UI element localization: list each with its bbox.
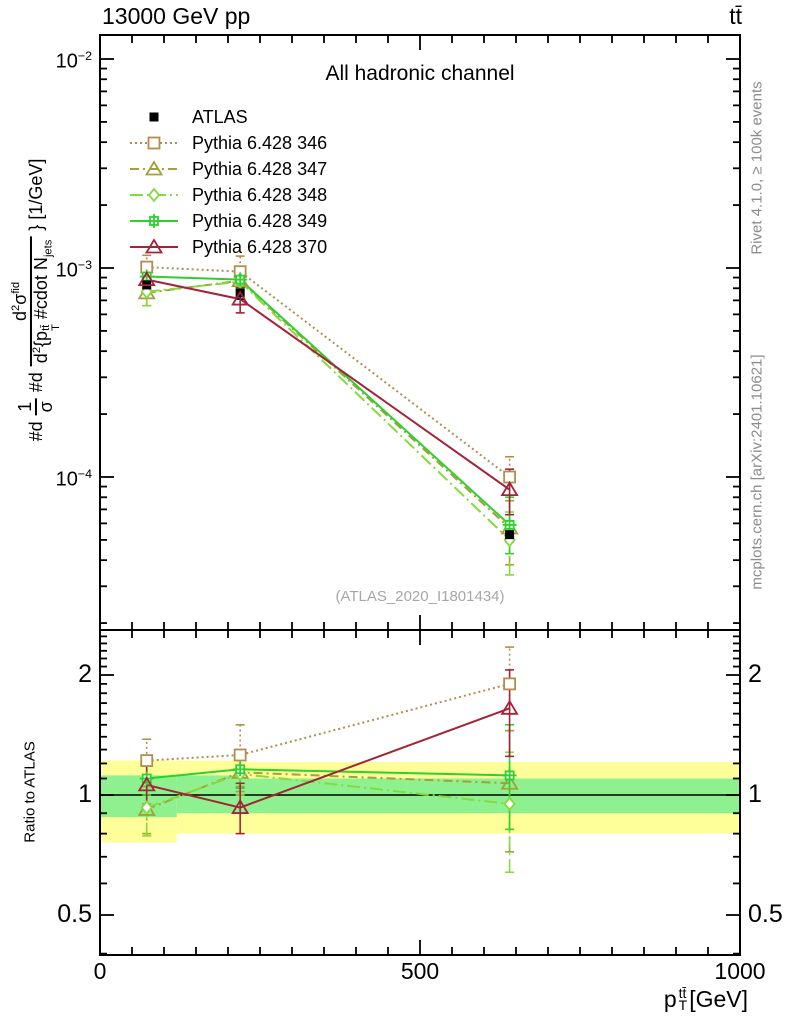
y-tick-label-main: 10−3 [55,258,92,282]
marker-triangle-open [231,290,250,306]
marker-square-filled [149,112,159,122]
series-line-main-py348 [146,280,511,541]
marker-square-open [233,748,247,762]
square-plus-icon [130,214,178,228]
legend-entry-py349: Pythia 6.428 349 [128,208,327,234]
generator-version-note: Rivet 4.1.0, ≥ 100k events [748,81,766,255]
ratio-tick-label-right: 0.5 [748,900,783,928]
ratio-axis-title: Ratio to ATLAS [21,741,39,843]
legend: ATLAS Pythia 6.428 346 Pythia 6.428 347 Pyt… [128,104,327,260]
legend-label: Pythia 6.428 349 [192,210,328,231]
square-open-icon [130,136,178,150]
main-y-axis-title: #d 1 σ #d d2σfid d2{p tt̄ T #cdot Njets } … [10,158,62,442]
legend-entry-atlas: ATLAS [128,104,327,130]
mcplots-reference-note: mcplots.cern.ch [arXiv:2401.10621] [748,354,766,590]
series-line-main-py370 [146,278,511,491]
marker-square-open [140,754,154,767]
legend-label: Pythia 6.428 370 [192,236,328,257]
ylabel-mid: #d [25,372,46,393]
square-filled-icon [149,112,159,122]
y-tick-label-main: 10−2 [55,49,92,73]
beam-title: 13000 GeV pp [102,3,251,29]
marker-triangle-open [144,238,164,254]
diamond-open-icon [130,187,178,203]
legend-entry-py347: Pythia 6.428 347 [128,156,327,182]
marker-triangle-open [137,776,156,792]
legend-entry-py370: Pythia 6.428 370 [128,234,327,260]
channel-note: All hadronic channel [325,62,515,85]
legend-label: Pythia 6.428 348 [192,184,328,205]
pt-ttbar-stack: tt̄ T [678,984,688,1013]
triangle-open-icon [130,238,178,254]
x-axis-title: p tt̄ T [GeV] [663,984,748,1013]
ratio-tick-label-left: 1 [78,780,92,808]
marker-square-open [503,470,517,484]
legend-label: Pythia 6.428 347 [192,158,328,179]
ratio-tick-label-left: 0.5 [57,900,92,928]
pt-ttbar-stack: tt̄ T [40,324,62,331]
series-markers [137,260,519,816]
triangle-open-icon [130,160,178,176]
series-line-ratio-py346 [146,682,510,762]
axis-ticks [99,35,741,955]
marker-diamond-open [147,187,161,203]
process-title: tt̄ [729,3,742,29]
marker-triangle-open [144,160,164,176]
marker-triangle-open [231,798,250,814]
marker-triangle-open [500,480,519,497]
band-green-segment [100,775,177,818]
ratio-tick-label-right: 1 [748,780,762,808]
ylabel-numerator: d2σfid [10,236,32,367]
ratio-tick-label-right: 2 [748,660,762,688]
series-line-main-py347 [146,279,511,529]
legend-entry-py346: Pythia 6.428 346 [128,130,327,156]
x-tick-label: 500 [400,958,440,984]
legend-label: Pythia 6.428 346 [192,132,328,153]
marker-diamond-open [503,796,516,812]
band-green-segment [240,778,741,814]
marker-diamond-open [140,800,153,815]
ylabel-one-over-sigma: 1 σ [15,398,56,416]
marker-square-open [147,136,161,150]
ylabel-prefix: #d [25,421,46,442]
ratio-tick-label-left: 2 [78,660,92,688]
series-lines [146,266,511,811]
marker-triangle-open [500,699,519,715]
series-line-main-py346 [146,266,511,478]
x-tick-label: 1000 [714,958,766,984]
marker-triangle-open [137,270,156,287]
marker-square-filled [505,530,515,540]
legend-label: ATLAS [192,106,248,127]
x-tick-label: 0 [93,958,107,984]
marker-square-open [503,677,517,691]
marker-triangle-open [500,774,519,790]
ylabel-suffix: } [1/GeV] [25,158,46,231]
y-tick-label-main: 10−4 [55,467,92,491]
analysis-reference: (ATLAS_2020_I1801434) [335,588,505,605]
legend-entry-py348: Pythia 6.428 348 [128,182,327,208]
